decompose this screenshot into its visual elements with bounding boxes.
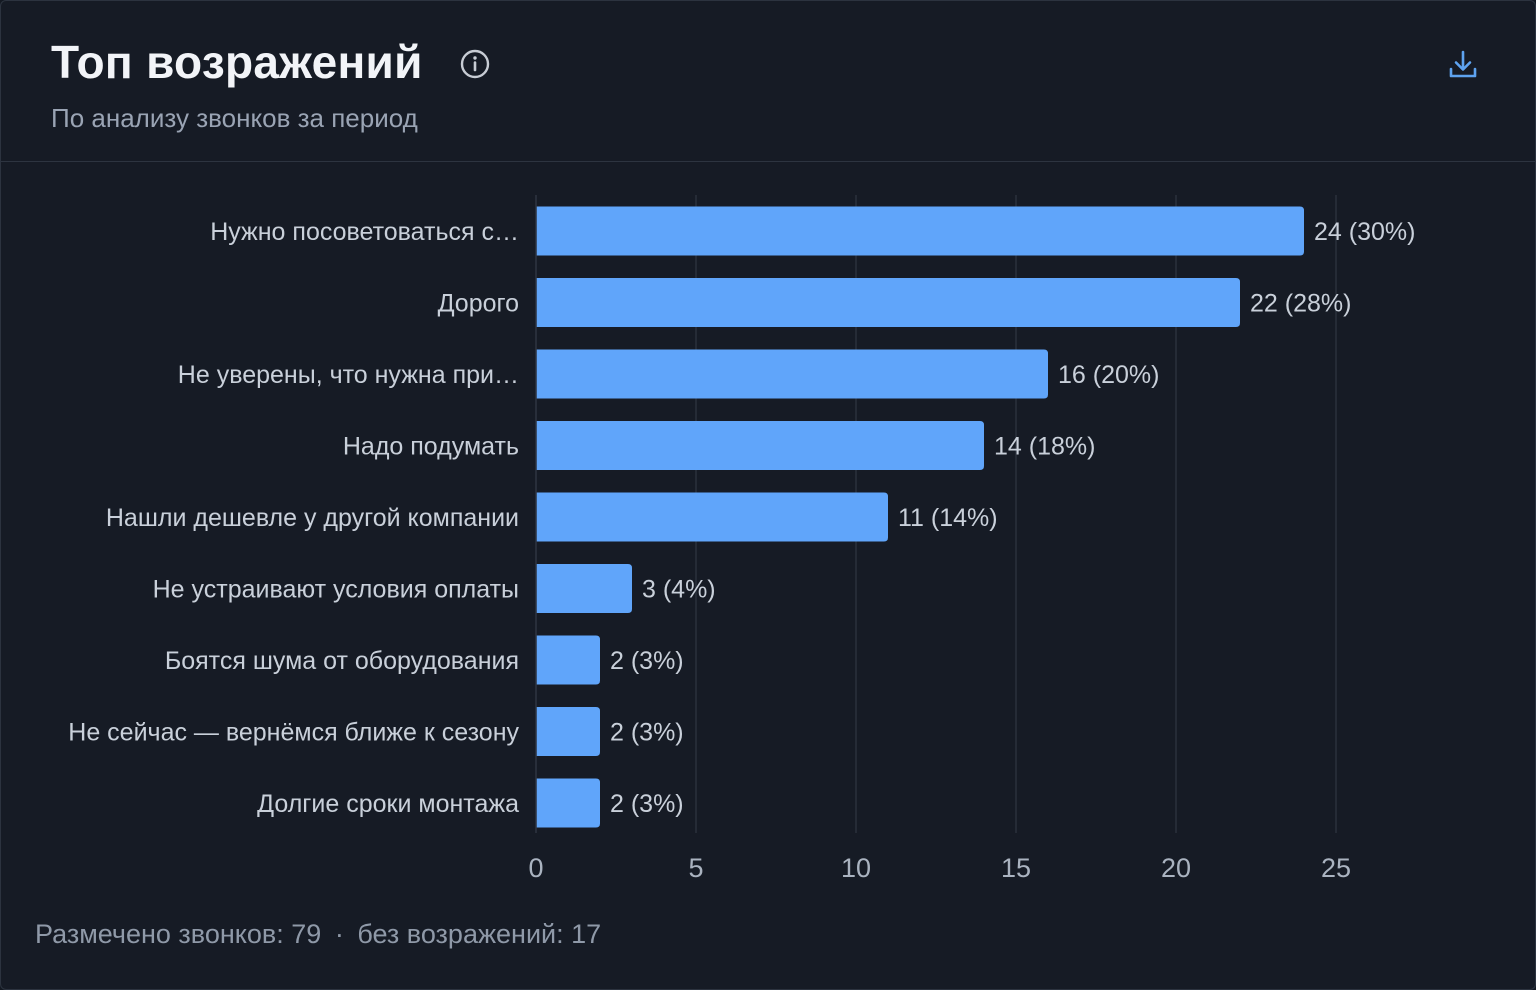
bar — [536, 349, 1048, 399]
bar — [536, 278, 1240, 327]
x-tick-label: 20 — [1161, 853, 1191, 883]
no-objection-label: без возражений: — [357, 919, 564, 949]
x-tick-label: 0 — [528, 853, 543, 883]
bar-value-label: 3 (4%) — [642, 576, 716, 604]
marked-calls-value: 79 — [291, 919, 322, 949]
bar-value-label: 11 (14%) — [898, 504, 998, 532]
bar-value-label: 24 (30%) — [1314, 218, 1415, 246]
objections-bar-chart: 0 5 10 15 20 25 Нужно посоветоваться с… 24 (30%… — [68, 195, 1415, 883]
category-label: Не устраивают условия оплаты — [153, 576, 519, 604]
bar — [536, 564, 632, 613]
card-title: Топ возражений — [51, 36, 423, 88]
bar — [536, 206, 1304, 256]
bar — [536, 421, 984, 470]
bar — [536, 492, 888, 542]
category-label: Нужно посоветоваться с… — [210, 218, 519, 246]
category-label: Боятся шума от оборудования — [165, 647, 519, 675]
category-label: Надо подумать — [343, 433, 519, 461]
chart-footer: Размечено звонков: 79 · без возражений: … — [35, 919, 601, 950]
x-tick-label: 10 — [841, 853, 871, 883]
bar-value-label: 2 (3%) — [610, 719, 684, 747]
category-label: Не сейчас — вернёмся ближе к сезону — [68, 719, 519, 747]
card-subtitle: По анализу звонков за период — [51, 103, 418, 133]
no-objection-value: 17 — [571, 919, 602, 949]
marked-calls-label: Размечено звонков: — [35, 919, 284, 949]
x-tick-label: 5 — [688, 853, 703, 883]
info-icon[interactable] — [460, 49, 490, 79]
category-label: Нашли дешевле у другой компании — [106, 504, 519, 532]
bar-value-label: 14 (18%) — [994, 433, 1095, 461]
download-icon — [1449, 50, 1477, 78]
bar — [536, 635, 600, 685]
category-label: Долгие сроки монтажа — [257, 790, 519, 818]
x-tick-label: 15 — [1001, 853, 1031, 883]
category-label: Не уверены, что нужна при… — [178, 361, 519, 389]
bar — [536, 707, 600, 756]
card-header: Топ возражений По анализу звонков за пер… — [1, 1, 1535, 162]
footer-separator: · — [334, 919, 344, 949]
bar-value-label: 16 (20%) — [1058, 361, 1159, 389]
x-tick-label: 25 — [1321, 853, 1351, 883]
bar-value-label: 2 (3%) — [610, 790, 684, 818]
bar — [536, 778, 600, 828]
bar-value-label: 2 (3%) — [610, 647, 684, 675]
download-button[interactable] — [1445, 47, 1481, 83]
category-label: Дорого — [438, 290, 519, 318]
bar-value-label: 22 (28%) — [1250, 290, 1351, 318]
